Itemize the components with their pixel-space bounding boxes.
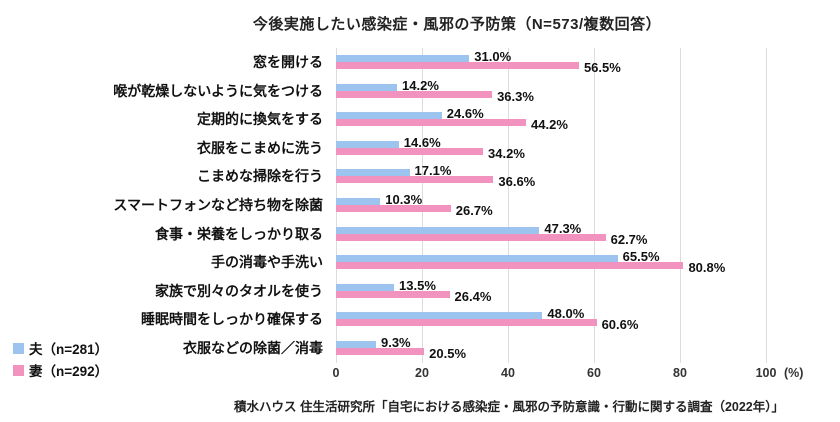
chart-row: 13.5% 26.4%	[336, 277, 766, 306]
chart-title: 今後実施したい感染症・風邪の予防策（N=573/複数回答）	[252, 16, 662, 33]
bar-husband	[336, 169, 410, 177]
bar-wife	[336, 319, 597, 327]
category-label: 衣服をこまめに洗う	[197, 139, 323, 156]
category-label: こまめな掃除を行う	[197, 168, 323, 185]
bar-wife	[336, 147, 484, 155]
legend: 夫（n=281） 妻（n=292）	[13, 337, 108, 381]
bar-husband	[336, 283, 395, 291]
category-label: 窓を開ける	[253, 54, 323, 70]
value-label-wife: 26.7%	[455, 203, 493, 218]
source-note: 積水ハウス 住生活研究所「自宅における感染症・風邪の予防意識・行動に関する調査（…	[233, 400, 785, 414]
bar-wife	[336, 205, 451, 212]
value-label-husband: 14.6%	[403, 134, 441, 150]
x-tick-0: 0	[332, 366, 340, 380]
gridline-80	[680, 48, 681, 363]
value-label-wife: 44.2%	[531, 117, 568, 133]
x-axis-unit: (%)	[784, 366, 804, 380]
bar-wife	[336, 176, 494, 184]
x-tick-60: 60	[587, 366, 601, 380]
value-label-husband: 24.6%	[446, 106, 484, 122]
bar-husband	[336, 112, 442, 120]
category-label: 手の消毒や手洗い	[211, 254, 323, 271]
legend-swatch-husband	[13, 342, 24, 354]
value-label-wife: 36.6%	[498, 174, 536, 190]
category-label: 衣服などの除菌／消毒	[183, 340, 323, 356]
value-label-wife: 36.3%	[497, 88, 534, 104]
chart-row: 31.0% 56.5%	[336, 48, 766, 77]
bar-husband	[336, 140, 399, 148]
category-label: 定期的に換気をする	[197, 111, 323, 128]
value-label-wife: 20.5%	[429, 346, 467, 361]
value-label-husband: 14.2%	[402, 77, 439, 93]
chart-row: 9.3% 20.5%	[336, 334, 766, 363]
chart-row: 14.6% 34.2%	[336, 134, 766, 163]
gridline-60	[594, 48, 595, 363]
bar-wife	[336, 119, 527, 127]
chart-row: 47.3% 62.7%	[336, 220, 766, 249]
value-label-wife: 62.7%	[610, 231, 648, 247]
category-label: 食事・栄養をしっかり取る	[155, 225, 323, 242]
category-label: 家族で別々のタオルを使う	[155, 282, 323, 299]
chart-row: 48.0% 60.6%	[336, 305, 766, 334]
bar-wife	[336, 348, 425, 355]
x-tick-80: 80	[673, 366, 687, 380]
bar-husband	[336, 198, 381, 205]
gridline-100	[766, 48, 767, 363]
chart-row: 65.5% 80.8%	[336, 248, 766, 277]
chart-row: 14.2% 36.3%	[336, 77, 766, 106]
value-label-wife: 60.6%	[601, 317, 639, 333]
value-label-wife: 26.4%	[454, 288, 492, 304]
value-label-husband: 47.3%	[544, 220, 582, 236]
bar-husband	[336, 83, 398, 91]
bar-wife	[336, 62, 579, 69]
bar-husband	[336, 312, 543, 320]
value-label-husband: 13.5%	[399, 277, 436, 293]
x-tick-40: 40	[501, 366, 515, 380]
chart-row: 24.6% 44.2%	[336, 105, 766, 134]
legend-item-wife: 妻（n=292）	[13, 359, 108, 381]
value-label-wife: 34.2%	[488, 145, 525, 161]
x-axis: (%) 0 20 40 60 80 100	[332, 366, 804, 382]
legend-item-husband: 夫（n=281）	[13, 337, 108, 359]
value-label-wife: 80.8%	[688, 260, 726, 276]
legend-label-husband: 夫（n=281）	[29, 342, 109, 357]
bar-husband	[336, 55, 470, 62]
value-label-husband: 65.5%	[622, 249, 660, 265]
x-tick-20: 20	[415, 366, 429, 380]
bar-wife	[336, 233, 606, 241]
chart-row: 17.1% 36.6%	[336, 162, 766, 191]
category-label: 睡眠時間をしっかり確保する	[141, 311, 323, 328]
gridline-40	[508, 48, 509, 363]
value-label-husband: 9.3%	[380, 335, 411, 350]
value-label-husband: 10.3%	[385, 192, 423, 207]
bar-wife	[336, 290, 450, 298]
bar-wife	[336, 90, 493, 98]
legend-label-wife: 妻（n=292）	[29, 364, 109, 379]
legend-swatch-wife	[13, 364, 24, 376]
x-tick-100: 100	[755, 366, 777, 380]
value-label-husband: 48.0%	[547, 306, 585, 322]
bar-husband	[336, 255, 618, 263]
plot-area: 31.0% 56.5% 14.2% 36.3% 24.6% 44.2% 14.6% 34.2%…	[336, 48, 767, 363]
value-label-husband: 17.1%	[414, 163, 452, 179]
bar-husband	[336, 226, 540, 234]
bar-wife	[336, 262, 684, 270]
bar-husband	[336, 341, 376, 348]
category-label: 喉が乾燥しないように気をつける	[113, 82, 323, 99]
chart-row: 10.3% 26.7%	[336, 191, 766, 220]
category-label: スマートフォンなど持ち物を除菌	[113, 197, 323, 213]
value-label-husband: 31.0%	[474, 49, 512, 64]
value-label-wife: 56.5%	[583, 60, 621, 75]
